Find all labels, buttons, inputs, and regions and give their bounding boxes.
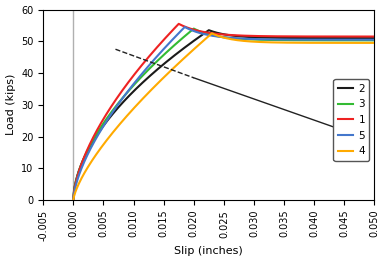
Y-axis label: Load (kips): Load (kips)	[5, 74, 15, 135]
Legend: 2, 3, 1, 5, 4: 2, 3, 1, 5, 4	[333, 79, 369, 161]
X-axis label: Slip (inches): Slip (inches)	[174, 247, 243, 256]
